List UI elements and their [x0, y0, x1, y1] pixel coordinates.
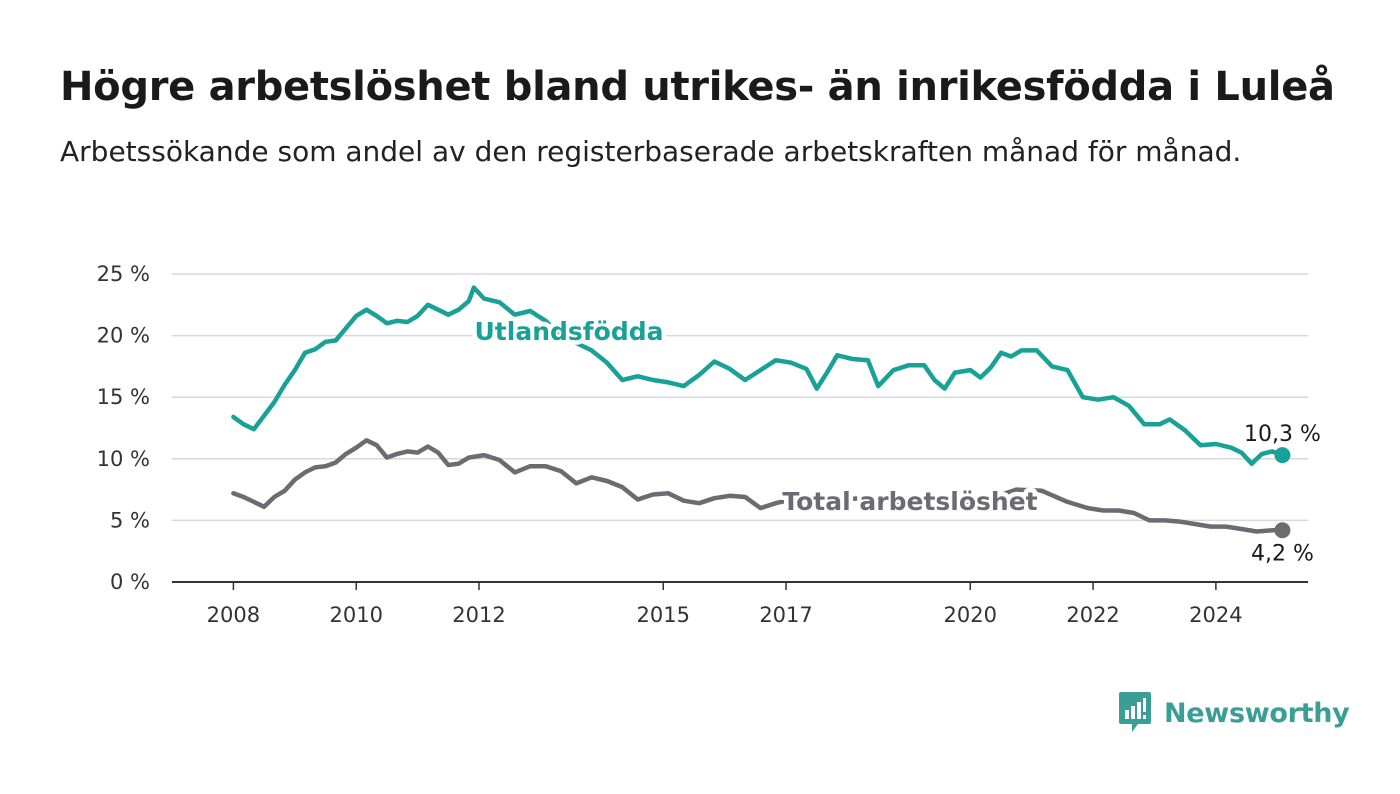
- total-series-line: [231, 438, 1285, 534]
- total-end-marker: [1274, 522, 1291, 539]
- utlandsfodda-end-value: 10,3 %: [1244, 422, 1321, 447]
- brand-logo: Newsworthy: [1118, 690, 1350, 736]
- chart-subtitle: Arbetssökande som andel av den registerb…: [60, 135, 1242, 168]
- x-tick-label: 2012: [452, 603, 505, 627]
- utlandsfodda-end-marker: [1274, 447, 1291, 464]
- y-tick-label: 0 %: [110, 570, 150, 594]
- brand-name: Newsworthy: [1164, 697, 1350, 729]
- total-series-label: Total arbetslöshet: [782, 487, 1037, 516]
- y-tick-label: 20 %: [97, 324, 150, 348]
- y-tick-label: 5 %: [110, 508, 150, 532]
- total-end-value: 4,2 %: [1251, 541, 1314, 566]
- x-tick-label: 2008: [207, 603, 260, 627]
- x-tick-label: 2022: [1066, 603, 1119, 627]
- utlandsfodda-series-line: [231, 285, 1285, 466]
- y-tick-label: 15 %: [97, 385, 150, 409]
- y-tick-label: 25 %: [97, 262, 150, 286]
- x-tick-label: 2017: [759, 603, 812, 627]
- x-tick-label: 2020: [944, 603, 997, 627]
- newsworthy-logo-icon: [1119, 692, 1151, 732]
- chart-title: Högre arbetslöshet bland utrikes- än inr…: [60, 64, 1335, 110]
- x-tick-label: 2010: [329, 603, 382, 627]
- y-tick-label: 10 %: [97, 447, 150, 471]
- x-tick-label: 2024: [1189, 603, 1242, 627]
- utlandsfodda-series-label: Utlandsfödda: [475, 317, 664, 346]
- x-tick-label: 2015: [637, 603, 690, 627]
